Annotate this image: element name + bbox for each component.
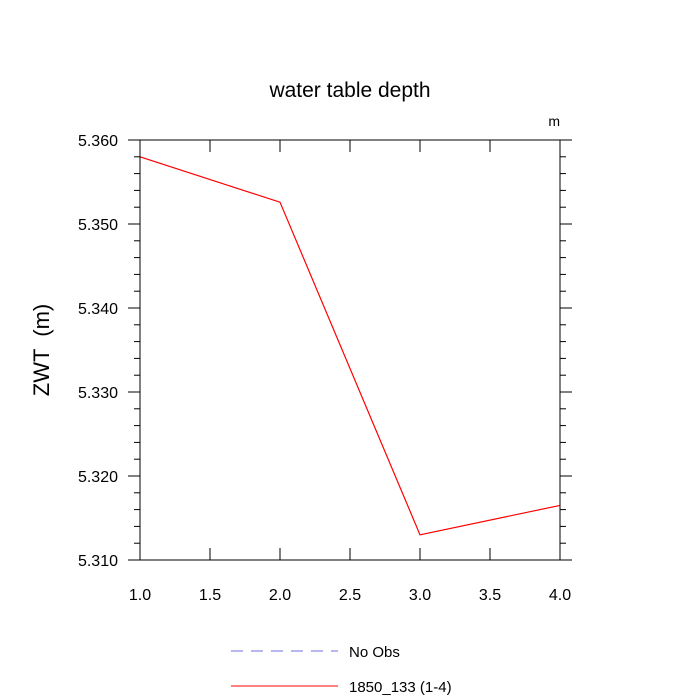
- y-tick-label: 5.350: [78, 217, 118, 234]
- legend-label: 1850_133 (1-4): [349, 679, 452, 696]
- legend: No Obs 1850_133 (1-4): [231, 644, 452, 696]
- y-tick-label: 5.330: [78, 385, 118, 402]
- y-tick-label: 5.310: [78, 553, 118, 570]
- x-tick-label: 4.0: [549, 587, 571, 604]
- y-axis-label: ZWT (m): [29, 304, 54, 396]
- x-tick-label: 3.5: [479, 587, 501, 604]
- series-line: [139, 156, 561, 536]
- ticks-layer: 1.0 1.5 2.0 2.5 3.0 3.5 4.0 5.310 5.320 5.330 5.34…: [78, 133, 572, 604]
- units-label: m: [548, 113, 560, 129]
- x-tick-label: 2.0: [269, 587, 291, 604]
- chart-title: water table depth: [268, 79, 430, 102]
- x-tick-label: 1.0: [129, 587, 151, 604]
- legend-label: No Obs: [349, 644, 400, 661]
- plot-frame: [139, 139, 561, 561]
- y-tick-label: 5.340: [78, 301, 118, 318]
- y-tick-label: 5.320: [78, 469, 118, 486]
- x-tick-label: 2.5: [339, 587, 361, 604]
- x-tick-label: 1.5: [199, 587, 221, 604]
- x-tick-label: 3.0: [409, 587, 431, 604]
- y-tick-label: 5.360: [78, 133, 118, 150]
- series-layer: [139, 156, 561, 536]
